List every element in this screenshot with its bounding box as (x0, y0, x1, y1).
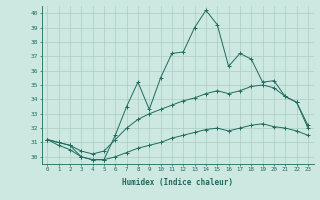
X-axis label: Humidex (Indice chaleur): Humidex (Indice chaleur) (122, 178, 233, 187)
